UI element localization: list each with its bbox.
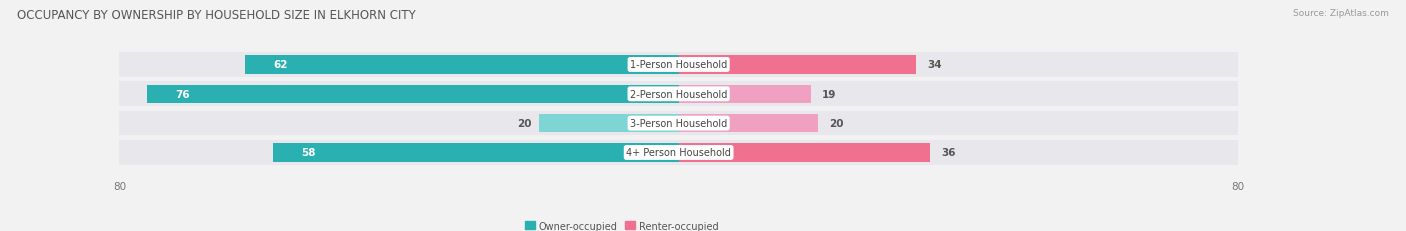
Text: 19: 19 xyxy=(823,89,837,99)
Text: 34: 34 xyxy=(927,60,942,70)
Text: Source: ZipAtlas.com: Source: ZipAtlas.com xyxy=(1294,9,1389,18)
Text: 58: 58 xyxy=(301,148,315,158)
Bar xyxy=(120,53,1237,77)
Text: 1-Person Household: 1-Person Household xyxy=(630,60,727,70)
Bar xyxy=(120,140,1237,165)
Text: 62: 62 xyxy=(273,60,288,70)
Text: 76: 76 xyxy=(176,89,190,99)
Text: OCCUPANCY BY OWNERSHIP BY HOUSEHOLD SIZE IN ELKHORN CITY: OCCUPANCY BY OWNERSHIP BY HOUSEHOLD SIZE… xyxy=(17,9,416,22)
Text: 36: 36 xyxy=(941,148,955,158)
Bar xyxy=(148,85,679,103)
Bar xyxy=(273,144,679,162)
Bar xyxy=(679,85,811,103)
Bar xyxy=(120,82,1237,107)
Bar xyxy=(120,111,1237,136)
Legend: Owner-occupied, Renter-occupied: Owner-occupied, Renter-occupied xyxy=(522,217,723,231)
Bar xyxy=(245,56,679,74)
Text: 4+ Person Household: 4+ Person Household xyxy=(626,148,731,158)
Bar xyxy=(679,115,818,133)
Bar xyxy=(679,56,917,74)
Bar xyxy=(679,144,931,162)
Text: 3-Person Household: 3-Person Household xyxy=(630,119,727,129)
Text: 20: 20 xyxy=(830,119,844,129)
Text: 20: 20 xyxy=(517,119,531,129)
Text: 2-Person Household: 2-Person Household xyxy=(630,89,727,99)
Bar xyxy=(538,115,679,133)
